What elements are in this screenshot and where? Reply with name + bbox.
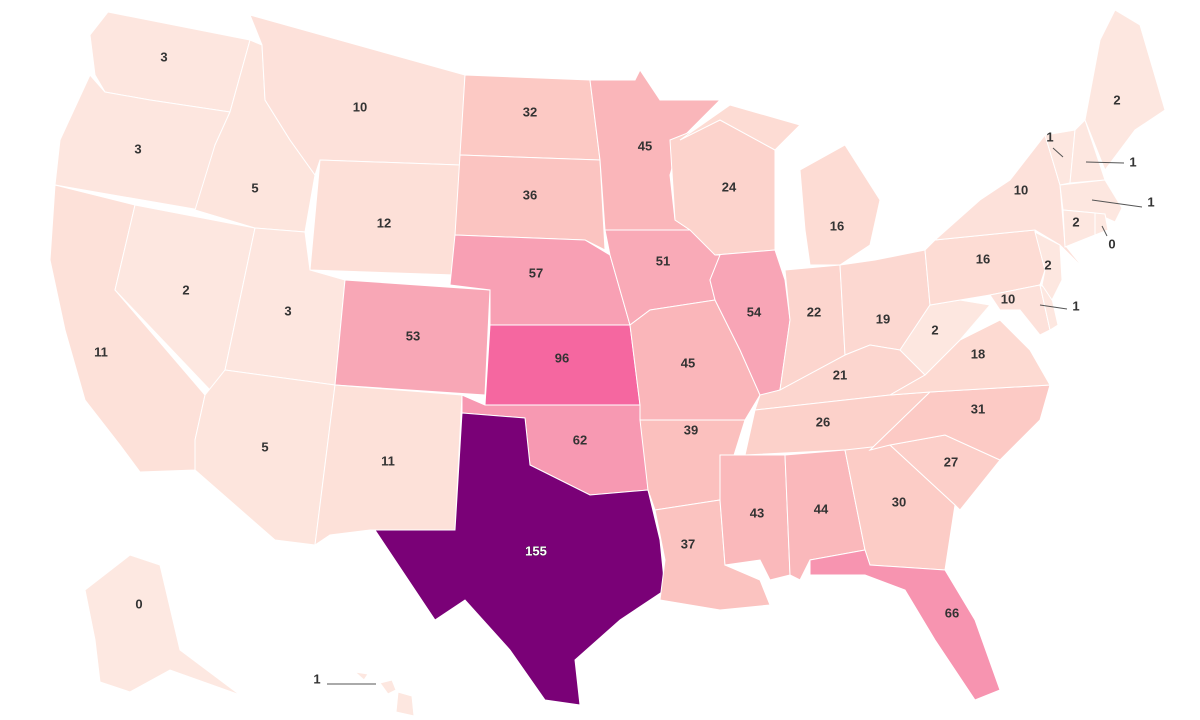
state-value-label-ut: 3 [284,303,291,318]
state-value-label-mn: 45 [638,138,652,153]
state-value-label-or: 3 [134,141,141,156]
state-value-label-mo: 45 [681,355,695,370]
state-mi[interactable] [799,144,881,266]
state-value-label-mi: 16 [830,218,844,233]
state-nj[interactable] [1034,231,1063,301]
state-value-label-va: 18 [971,346,985,361]
state-ri[interactable] [1094,212,1109,236]
state-value-label-hi: 1 [313,671,320,686]
leader-line-ri [1101,225,1108,237]
leader-line-ma [1091,199,1143,208]
state-value-label-ia: 51 [656,253,670,268]
state-value-label-ma: 1 [1147,194,1154,209]
state-me[interactable] [1084,9,1166,172]
state-value-label-nm: 11 [381,453,395,468]
state-value-label-sd: 36 [523,187,537,202]
state-ak[interactable] [84,554,241,696]
state-value-label-md: 10 [1001,291,1015,306]
state-value-label-tn: 26 [816,414,830,429]
state-value-label-wi: 24 [722,179,737,194]
state-co[interactable] [334,279,491,396]
state-value-label-co: 53 [406,328,420,343]
state-value-label-nh: 1 [1129,154,1136,169]
state-value-label-de: 1 [1072,298,1079,313]
state-value-label-ar: 39 [684,422,698,437]
state-value-label-wv: 2 [931,322,938,337]
state-value-label-ne: 57 [529,265,543,280]
state-ny[interactable] [933,133,1086,271]
state-mi[interactable] [679,104,801,151]
state-value-label-ri: 0 [1108,236,1115,251]
state-value-label-ms: 43 [750,505,764,520]
state-value-label-ak: 0 [135,596,142,611]
state-value-label-nd: 32 [523,104,537,119]
state-value-label-al: 44 [814,501,829,516]
state-value-label-ny: 10 [1014,182,1028,197]
state-value-label-az: 5 [261,439,268,454]
state-value-label-oh: 19 [876,311,890,326]
state-value-label-in: 22 [807,304,821,319]
state-value-label-ok: 62 [573,432,587,447]
leader-line-de [1039,304,1068,310]
state-value-label-ks: 96 [555,350,569,365]
state-value-label-id: 5 [251,180,258,195]
state-value-label-vt: 1 [1046,129,1053,144]
state-value-label-pa: 16 [976,251,990,266]
state-value-label-il: 54 [747,304,762,319]
leader-line-vt [1052,147,1064,158]
state-tx[interactable] [374,412,666,706]
state-value-label-mt: 10 [353,99,367,114]
state-sd[interactable] [454,154,606,251]
state-value-label-ga: 30 [892,494,906,509]
state-value-label-ca: 11 [94,344,108,359]
state-value-label-tx: 155 [525,543,547,558]
state-hi[interactable] [379,679,397,695]
state-value-label-nv: 2 [182,282,189,297]
state-value-label-fl: 66 [945,605,959,620]
state-value-label-me: 2 [1113,92,1120,107]
state-value-label-wa: 3 [160,49,167,64]
state-value-label-ky: 21 [833,367,847,382]
state-fl[interactable] [809,549,1001,701]
state-value-label-la: 37 [681,536,695,551]
state-value-label-ct: 2 [1072,214,1079,229]
state-hi[interactable] [395,691,415,717]
state-value-label-sc: 27 [944,454,958,469]
state-value-label-wy: 12 [377,215,391,230]
state-value-label-nc: 31 [971,401,985,416]
state-hi[interactable] [353,671,369,681]
leader-line-nh [1085,161,1125,164]
state-value-label-nj: 2 [1044,257,1051,272]
state-az[interactable] [194,369,336,546]
